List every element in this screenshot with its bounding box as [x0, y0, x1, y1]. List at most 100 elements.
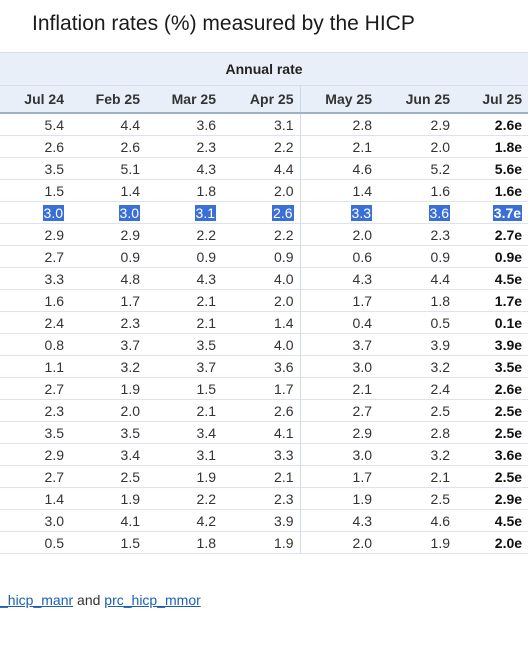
table-cell: 1.9 — [146, 465, 222, 488]
cell-value: 2.1 — [196, 292, 216, 309]
table-cell: 3.7e — [456, 201, 529, 224]
cell-value: 2.6 — [272, 204, 294, 221]
cell-value: 1.6 — [430, 182, 450, 199]
table-cell: 3.7 — [70, 333, 146, 356]
cell-value: 2.0 — [352, 226, 372, 243]
inflation-table: Annual rate Jul 24 Feb 25 Mar 25 Apr 25 May … — [0, 52, 529, 554]
cell-value: 2.1 — [430, 468, 450, 485]
cell-value: 3.2 — [120, 358, 140, 375]
table-cell: 3.5 — [146, 333, 222, 356]
table-cell: 4.3 — [146, 267, 222, 290]
dataset-link-manr[interactable]: _hicp_manr — [0, 592, 74, 608]
table-cell: 3.3 — [0, 267, 70, 290]
cell-value: 2.5e — [494, 402, 523, 419]
cell-value: 2.9 — [44, 226, 64, 243]
table-row: 2.3 2.0 2.1 2.6 2.7 2.5 2.5e — [0, 399, 529, 422]
table-cell: 2.1 — [300, 135, 378, 158]
table-cell: 2.1 — [300, 377, 378, 400]
cell-value: 2.2 — [196, 226, 216, 243]
table-cell: 3.9 — [378, 333, 456, 356]
column-header: Mar 25 — [146, 85, 222, 114]
cell-value: 2.5 — [430, 490, 450, 507]
cell-value: 0.4 — [352, 314, 372, 331]
cell-value: 3.5 — [120, 424, 140, 441]
cell-value: 1.9 — [430, 534, 450, 551]
cell-value: 3.9 — [274, 512, 294, 529]
cell-value: 1.4 — [274, 314, 294, 331]
table-cell: 4.6 — [378, 509, 456, 532]
cell-value: 4.8 — [120, 270, 140, 287]
cell-value: 3.0 — [44, 512, 64, 529]
table-row: 0.8 3.7 3.5 4.0 3.7 3.9 3.9e — [0, 333, 529, 356]
table-row: 3.3 4.8 4.3 4.0 4.3 4.4 4.5e — [0, 267, 529, 290]
footer-connector: and — [73, 592, 105, 608]
cell-value: 1.8 — [430, 292, 450, 309]
cell-value: 2.2 — [196, 490, 216, 507]
dataset-link-mmor[interactable]: prc_hicp_mmor — [104, 592, 201, 608]
table-cell: 0.5 — [0, 531, 70, 554]
table-cell: 5.6e — [456, 157, 529, 180]
cell-value: 5.2 — [430, 160, 450, 177]
table-cell: 3.6 — [222, 355, 301, 378]
cell-value: 4.4 — [120, 116, 140, 133]
cell-value: 1.9 — [120, 380, 140, 397]
cell-value: 3.4 — [120, 446, 140, 463]
table-cell: 2.2 — [146, 223, 222, 246]
cell-value: 3.2 — [430, 446, 450, 463]
cell-value: 4.4 — [430, 270, 450, 287]
table-cell: 3.5 — [0, 421, 70, 444]
table-cell: 2.9 — [0, 443, 70, 466]
table-cell: 3.2 — [378, 355, 456, 378]
table-cell: 1.8 — [146, 531, 222, 554]
table-row: 0.5 1.5 1.8 1.9 2.0 1.9 2.0e — [0, 531, 529, 554]
cell-value: 3.5 — [44, 424, 64, 441]
table-cell: 2.6 — [0, 135, 70, 158]
table-cell: 2.1 — [222, 465, 301, 488]
table-cell: 4.3 — [300, 509, 378, 532]
table-cell: 2.6 — [222, 201, 301, 224]
cell-value: 2.7 — [44, 380, 64, 397]
cell-value: 2.8 — [430, 424, 450, 441]
cell-value: 1.7e — [494, 292, 523, 309]
cell-value: 1.6 — [44, 292, 64, 309]
table-cell: 2.7 — [300, 399, 378, 422]
table-cell: 1.8 — [146, 179, 222, 202]
table-cell: 4.2 — [146, 509, 222, 532]
cell-value: 4.5e — [494, 512, 523, 529]
cell-value: 3.9e — [494, 336, 523, 353]
table-cell: 2.7 — [0, 377, 70, 400]
cell-value: 2.5e — [494, 468, 523, 485]
cell-value: 3.1 — [194, 204, 216, 221]
cell-value: 0.6 — [352, 248, 372, 265]
cell-value: 2.5 — [120, 468, 140, 485]
table-cell: 4.4 — [70, 113, 146, 136]
cell-value: 0.9 — [120, 248, 140, 265]
table-cell: 3.6 — [146, 113, 222, 136]
table-cell: 1.8e — [456, 135, 529, 158]
table-cell: 1.1 — [0, 355, 70, 378]
cell-value: 3.4 — [196, 424, 216, 441]
cell-value: 4.5e — [494, 270, 523, 287]
cell-value: 3.3 — [44, 270, 64, 287]
cell-value: 3.5 — [196, 336, 216, 353]
cell-value: 2.9e — [494, 490, 523, 507]
cell-value: 1.8 — [196, 534, 216, 551]
table-cell: 4.5e — [456, 267, 529, 290]
cell-value: 4.1 — [120, 512, 140, 529]
cell-value: 3.0 — [352, 446, 372, 463]
table-cell: 2.8 — [300, 113, 378, 136]
table-cell: 2.3 — [0, 399, 70, 422]
table-cell: 2.7e — [456, 223, 529, 246]
table-cell: 2.0 — [70, 399, 146, 422]
page-title: Inflation rates (%) measured by the HICP — [32, 12, 415, 35]
table-cell: 2.3 — [222, 487, 301, 510]
cell-value: 3.7e — [492, 204, 523, 221]
table-cell: 1.9 — [70, 487, 146, 510]
cell-value: 2.0 — [430, 138, 450, 155]
cell-value: 1.9 — [120, 490, 140, 507]
cell-value: 3.2 — [430, 358, 450, 375]
cell-value: 3.5 — [44, 160, 64, 177]
cell-value: 2.6 — [120, 138, 140, 155]
cell-value: 4.3 — [196, 270, 216, 287]
cell-value: 2.0 — [274, 182, 294, 199]
